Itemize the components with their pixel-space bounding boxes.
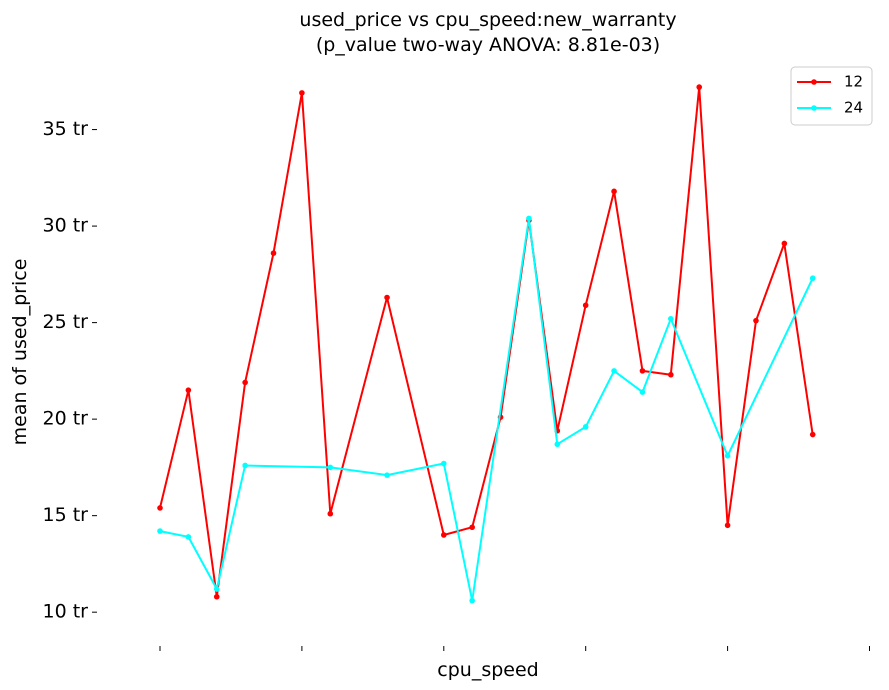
legend-label-24: 24 [844,99,863,117]
data-point [242,462,248,469]
y-axis-label: mean of used_price [9,259,31,446]
series-12 [157,84,816,600]
data-point [213,593,220,600]
data-point [440,532,447,538]
data-point [582,424,589,430]
data-point [639,389,646,395]
data-point [213,586,220,592]
data-point [327,464,334,471]
legend-label-12: 12 [844,73,863,91]
data-point [526,215,532,222]
data-point [157,528,163,534]
data-point [185,534,192,540]
data-point [668,315,674,322]
legend-marker-24 [811,105,817,111]
data-point [157,505,163,511]
data-point [724,453,731,459]
data-point [668,371,674,378]
data-point [299,90,305,96]
series-24 [157,215,816,604]
data-point [185,387,192,393]
data-point [809,275,816,282]
series-line-12 [159,86,814,598]
data-point [611,368,617,374]
series-line-24 [159,217,814,602]
data-point [611,188,617,195]
data-point [242,379,248,386]
data-point [384,294,390,301]
data-point [639,368,646,374]
data-point [327,510,334,517]
data-point [809,431,816,438]
chart-title-line-1: used_price vs cpu_speed:new_warranty [299,9,676,31]
data-point [696,84,703,90]
y-axis: 10 tr 15 tr 20 tr 25 tr 30 tr 35 tr [43,118,97,623]
x-axis [159,646,870,651]
data-point [469,524,475,531]
data-point [270,250,277,256]
data-point [753,317,759,324]
data-point [724,522,731,529]
y-tick-label: 35 tr [43,118,89,140]
plot-series [157,84,816,604]
y-tick-label: 15 tr [43,504,89,526]
data-point [440,460,447,467]
data-point [781,240,788,247]
y-tick-label: 20 tr [43,408,89,430]
chart-title-line-2: (p_value two-way ANOVA: 8.81e-03) [316,34,660,56]
data-point [582,302,589,309]
legend-marker-12 [811,79,817,85]
y-tick-label: 10 tr [43,601,89,623]
y-tick-label: 30 tr [43,215,89,237]
data-point [554,441,561,448]
data-point [469,597,475,604]
y-tick-label: 25 tr [43,311,89,333]
x-axis-label: cpu_speed [437,659,538,681]
data-point [384,472,390,478]
